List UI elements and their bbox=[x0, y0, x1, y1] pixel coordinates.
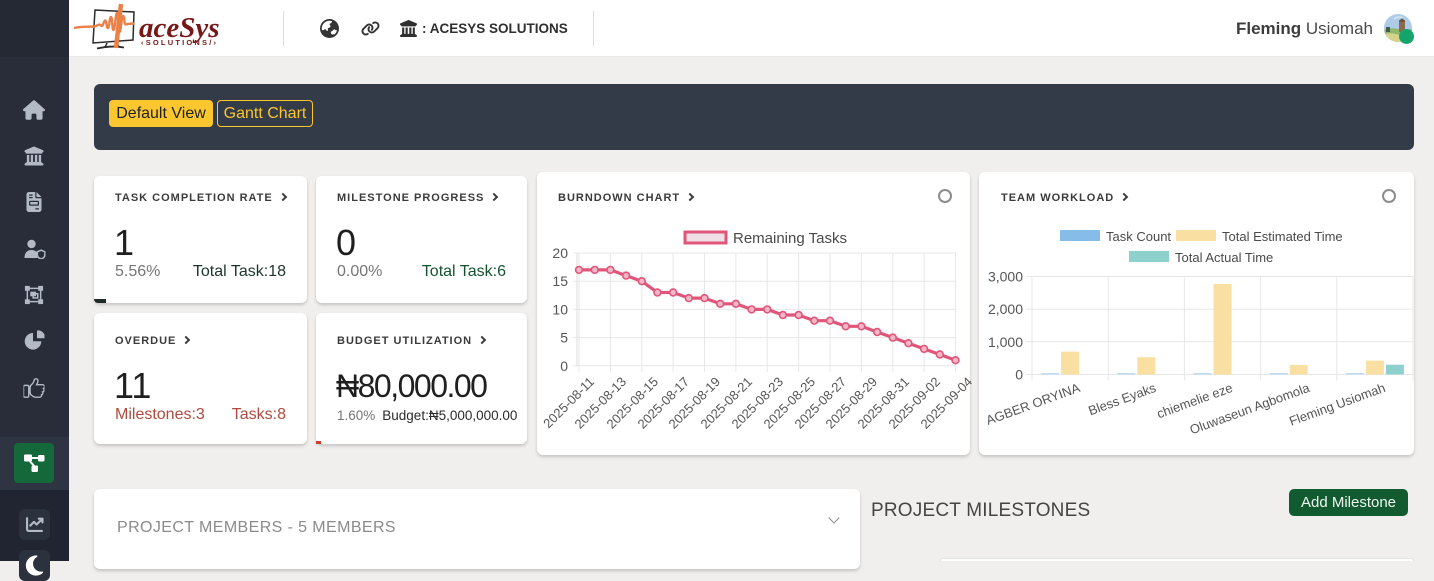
svg-text:Task Count: Task Count bbox=[1106, 229, 1171, 244]
svg-text:aceSys: aceSys bbox=[139, 12, 220, 44]
svg-text:0: 0 bbox=[560, 358, 568, 374]
svg-text:3,000: 3,000 bbox=[988, 269, 1023, 285]
svg-text:10: 10 bbox=[552, 301, 568, 317]
svg-text:Remaining Tasks: Remaining Tasks bbox=[733, 230, 847, 247]
svg-text:Total Estimated Time: Total Estimated Time bbox=[1222, 229, 1343, 244]
svg-text:1,000: 1,000 bbox=[988, 334, 1023, 350]
svg-text:‹SOLUTIONS/›: ‹SOLUTIONS/› bbox=[141, 38, 218, 47]
svg-text:0: 0 bbox=[1015, 367, 1023, 383]
svg-text:2,000: 2,000 bbox=[988, 301, 1023, 317]
svg-text:20: 20 bbox=[552, 245, 568, 261]
svg-text:15: 15 bbox=[552, 273, 568, 289]
svg-text:5: 5 bbox=[560, 330, 568, 346]
svg-text:Total Actual Time: Total Actual Time bbox=[1175, 250, 1273, 265]
